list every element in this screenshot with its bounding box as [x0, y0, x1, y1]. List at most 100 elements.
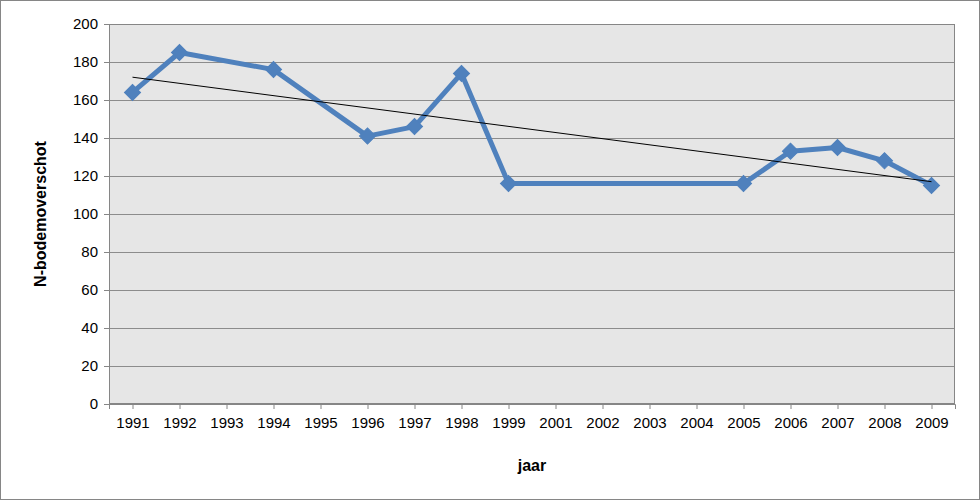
- trend-line: [133, 77, 932, 182]
- grid-line: [109, 290, 955, 291]
- y-tick-mark: [104, 24, 109, 25]
- y-tick-mark: [104, 290, 109, 291]
- x-axis-line: [110, 405, 956, 410]
- y-tick-label: 100: [73, 205, 98, 222]
- x-tick: 2003: [633, 404, 666, 431]
- data-marker: [359, 128, 375, 144]
- x-tick: 1997: [398, 404, 431, 431]
- x-tick: 1991: [116, 404, 149, 431]
- y-axis: 0 20 40 60 80 100 120 140 160 180 200: [73, 15, 110, 412]
- x-tick-mark: [556, 404, 557, 409]
- y-tick-label: 140: [73, 129, 98, 146]
- data-marker: [171, 44, 187, 60]
- x-tick: 1998: [445, 404, 478, 431]
- x-tick-label: 2003: [633, 414, 666, 431]
- chart-border: [1, 1, 980, 500]
- y-tick-label: 40: [81, 319, 98, 336]
- x-tick-label: 1999: [492, 414, 525, 431]
- data-marker: [406, 119, 422, 135]
- x-tick: 1993: [210, 404, 243, 431]
- y-tick: 140: [73, 129, 109, 146]
- data-marker: [876, 153, 892, 169]
- x-tick-label: 2006: [774, 414, 807, 431]
- x-tick-label: 2002: [586, 414, 619, 431]
- y-tick-label: 60: [81, 281, 98, 298]
- data-marker: [124, 84, 140, 100]
- x-tick-mark: [133, 404, 134, 409]
- x-tick-mark: [650, 404, 651, 409]
- y-tick: 60: [81, 281, 109, 298]
- x-tick: 1995: [304, 404, 337, 431]
- grid-line: [109, 366, 955, 367]
- x-tick-mark: [838, 404, 839, 409]
- x-tick-label: 2009: [915, 414, 948, 431]
- y-tick: 0: [90, 395, 109, 412]
- y-tick: 80: [81, 243, 109, 260]
- x-tick-mark: [603, 404, 604, 409]
- y-tick-mark: [104, 252, 109, 253]
- x-tick: 1994: [257, 404, 290, 431]
- grid-line: [109, 176, 955, 177]
- data-marker: [829, 139, 845, 155]
- x-tick: 2002: [586, 404, 619, 431]
- x-tick: 1999: [492, 404, 525, 431]
- x-tick: 2006: [774, 404, 807, 431]
- y-tick-mark: [104, 328, 109, 329]
- x-tick-mark: [509, 404, 510, 409]
- y-tick-label: 200: [73, 15, 98, 32]
- y-tick: 160: [73, 91, 109, 108]
- x-tick-mark: [321, 404, 322, 409]
- x-tick: 1992: [163, 404, 196, 431]
- x-tick-label: 1992: [163, 414, 196, 431]
- x-tick: 2009: [915, 404, 948, 431]
- grid-line: [109, 214, 955, 215]
- y-tick-mark: [104, 62, 109, 63]
- y-tick-mark: [104, 138, 109, 139]
- x-tick-label: 1996: [351, 414, 384, 431]
- x-tick-mark: [885, 404, 886, 409]
- x-tick-label: 1993: [210, 414, 243, 431]
- x-axis: 1991 1992 1993 1994 1995 1996 1997 1998 1999 2001…: [110, 404, 956, 431]
- plot-area: [124, 44, 939, 193]
- x-tick-mark: [274, 404, 275, 409]
- y-tick-mark: [104, 176, 109, 177]
- data-marker: [265, 62, 281, 78]
- y-tick-mark: [104, 214, 109, 215]
- x-tick-label: 1998: [445, 414, 478, 431]
- x-tick-label: 1997: [398, 414, 431, 431]
- x-tick-mark: [744, 404, 745, 409]
- chart: 0204060801001201401601802001991199219931…: [0, 0, 980, 500]
- plot-frame: [110, 25, 955, 404]
- x-tick-mark: [791, 404, 792, 409]
- x-axis-title: jaar: [517, 457, 546, 474]
- x-tick: 1996: [351, 404, 384, 431]
- y-tick: 180: [73, 53, 109, 70]
- y-tick-mark: [104, 366, 109, 367]
- data-marker: [500, 176, 516, 192]
- x-tick-label: 2005: [727, 414, 760, 431]
- x-tick-mark: [368, 404, 369, 409]
- data-marker: [453, 65, 469, 81]
- y-tick: 20: [81, 357, 109, 374]
- x-tick-label: 1991: [116, 414, 149, 431]
- x-tick-label: 2004: [680, 414, 713, 431]
- y-tick-mark: [104, 404, 109, 405]
- y-tick-mark: [104, 100, 109, 101]
- x-tick: 2007: [821, 404, 854, 431]
- x-tick: 2008: [868, 404, 901, 431]
- x-tick-mark: [227, 404, 228, 409]
- grid-line: [109, 100, 955, 101]
- grid-line: [109, 328, 955, 329]
- data-marker: [923, 177, 939, 193]
- x-tick-label: 1995: [304, 414, 337, 431]
- y-axis-line: [104, 25, 110, 405]
- x-tick-mark: [462, 404, 463, 409]
- y-tick-label: 20: [81, 357, 98, 374]
- y-axis-title: N-bodemoverschot: [32, 140, 49, 286]
- x-tick-label: 2007: [821, 414, 854, 431]
- y-tick: 120: [73, 167, 109, 184]
- x-tick-label: 2008: [868, 414, 901, 431]
- y-tick-label: 180: [73, 53, 98, 70]
- y-tick-label: 120: [73, 167, 98, 184]
- x-tick-label: 2001: [539, 414, 572, 431]
